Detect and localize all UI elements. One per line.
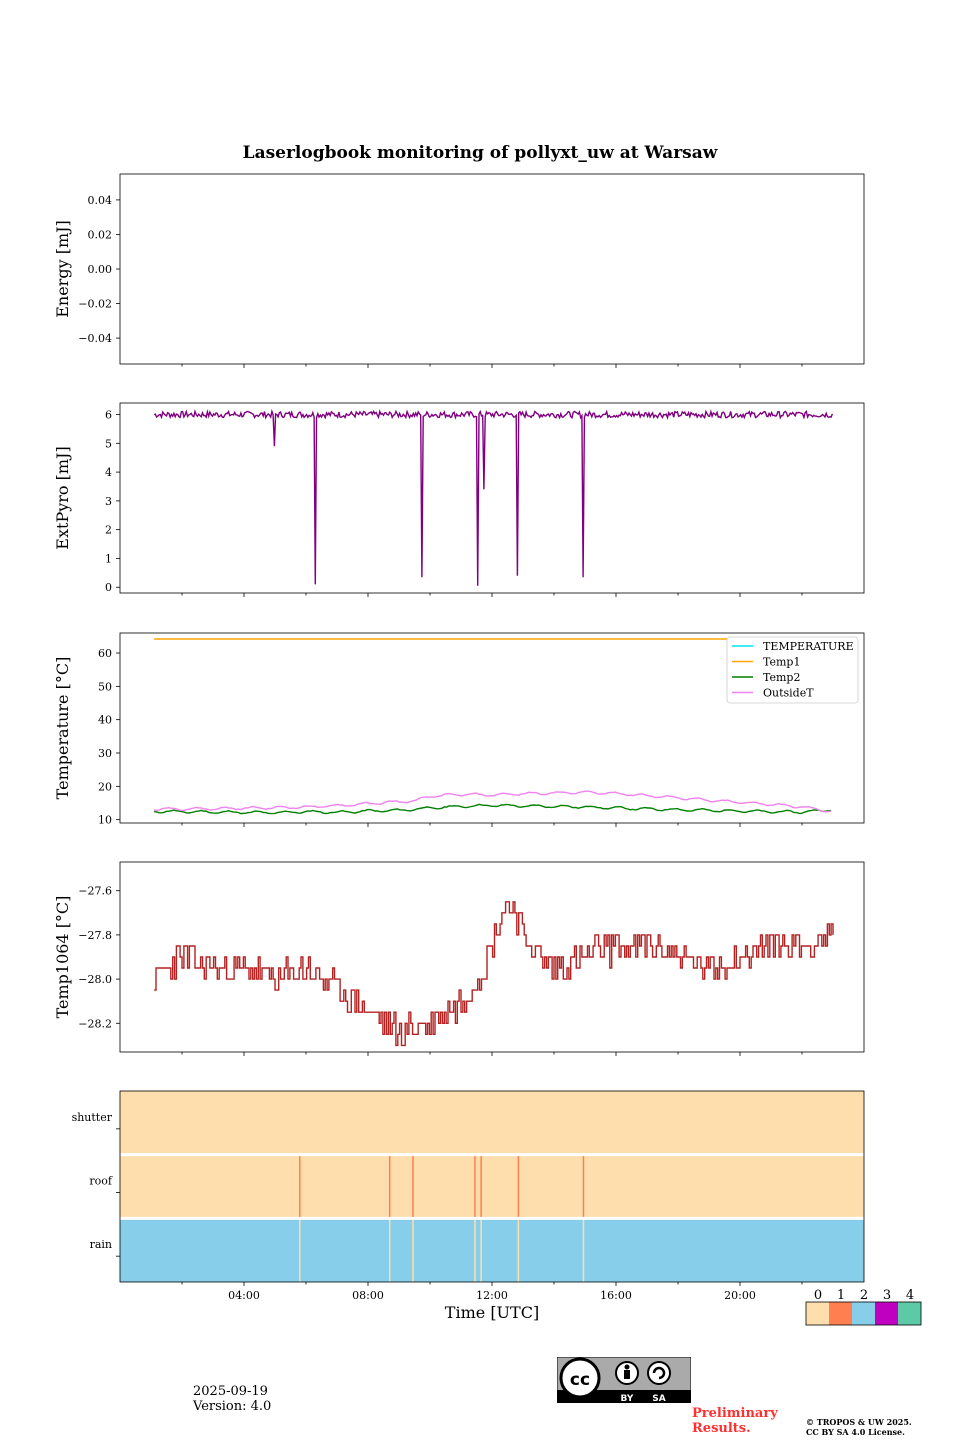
legend-label: Temp2 — [763, 671, 800, 684]
y-tick-label: 6 — [105, 409, 112, 422]
temperature-legend: TEMPERATURE Temp1 Temp2 OutsideT — [726, 636, 859, 704]
cc-sa-label: SA — [652, 1394, 665, 1403]
colorbar-label: 1 — [837, 1288, 845, 1303]
series-temp2-line — [153, 803, 832, 815]
footer-date-block: 2025-09-19 Version: 4.0 — [193, 1384, 271, 1414]
legend-label: TEMPERATURE — [763, 640, 854, 653]
status-row-roof — [120, 1154, 864, 1219]
preliminary-line-2: Results. — [692, 1421, 751, 1436]
colorbar-cell-2 — [852, 1302, 875, 1325]
y-axis-label: ExtPyro [mJ] — [53, 446, 72, 549]
y-tick-label: 20 — [98, 780, 112, 793]
legend-label: Temp1 — [763, 656, 800, 669]
y-axis-label: Energy [mJ] — [53, 220, 72, 318]
panel-status: shutter roof rain 04:00 08:00 12:00 16:00 20:00… — [72, 1090, 865, 1322]
plot-frame — [119, 861, 865, 1053]
y-tick-label: 30 — [98, 747, 112, 760]
cc-license-badge: cc BY SA — [557, 1357, 691, 1403]
y-tick-label: 0.02 — [88, 228, 113, 241]
preliminary-note: Preliminary Results. — [692, 1406, 778, 1436]
extpyro-line — [153, 408, 834, 586]
panel-extpyro: 0 1 2 3 4 5 6 ExtPyro [mJ] — [53, 402, 865, 597]
legend-box — [726, 636, 859, 704]
y-tick-label: 4 — [105, 466, 112, 479]
x-tick-label: 12:00 — [476, 1289, 508, 1302]
colorbar-cell-3 — [875, 1302, 898, 1325]
copyright-line-2: CC BY SA 4.0 License. — [806, 1427, 905, 1437]
plot-frame — [119, 1090, 865, 1283]
y-tick-label: 50 — [98, 680, 112, 693]
x-tick-label: 16:00 — [600, 1289, 632, 1302]
colorbar-label: 3 — [883, 1288, 891, 1303]
y-tick-label: −27.8 — [78, 929, 112, 942]
status-row-shutter — [120, 1091, 864, 1155]
colorbar-label: 4 — [906, 1288, 914, 1303]
colorbar-cell-1 — [829, 1302, 852, 1325]
plot-frame — [119, 402, 865, 594]
y-tick-label: −0.02 — [78, 298, 112, 311]
plot-frame — [119, 173, 865, 365]
footer-date: 2025-09-19 — [193, 1384, 268, 1399]
cc-by-label: BY — [621, 1394, 634, 1403]
cc-logo-glyph: cc — [570, 1370, 590, 1390]
y-axis-label: Temperature [°C] — [53, 657, 72, 800]
colorbar-frame — [805, 1301, 922, 1326]
y-tick-label: 0.04 — [88, 194, 113, 207]
x-axis-label: Time [UTC] — [445, 1303, 539, 1322]
y-tick-label: 0.00 — [88, 263, 113, 276]
y-tick-label: −28.0 — [78, 973, 112, 986]
status-row-label: roof — [89, 1175, 113, 1188]
footer-version: Version: 4.0 — [193, 1399, 272, 1414]
preliminary-line-1: Preliminary — [692, 1406, 778, 1421]
y-tick-label: 10 — [98, 814, 112, 827]
colorbar-label: 0 — [814, 1288, 822, 1303]
y-tick-label: 1 — [105, 552, 112, 565]
y-tick-label: 40 — [98, 714, 112, 727]
y-tick-label: −0.04 — [78, 332, 112, 345]
chart-title: Laserlogbook monitoring of pollyxt_uw at… — [243, 143, 718, 163]
y-tick-label: 2 — [105, 524, 112, 537]
panel-energy: −0.04 −0.02 0.00 0.02 0.04 Energy [mJ] — [53, 173, 865, 368]
copyright-line-1: © TROPOS & UW 2025. — [806, 1417, 912, 1427]
colorbar-label: 2 — [860, 1288, 868, 1303]
colorbar-cell-0 — [806, 1302, 829, 1325]
x-tick-label: 20:00 — [724, 1289, 756, 1302]
status-row-label: shutter — [72, 1111, 113, 1124]
y-tick-label: 60 — [98, 647, 112, 660]
x-tick-label: 08:00 — [352, 1289, 384, 1302]
plot-frame — [119, 632, 865, 824]
y-axis-label: Temp1064 [°C] — [53, 896, 72, 1019]
legend-label: OutsideT — [763, 687, 814, 700]
x-tick-label: 04:00 — [228, 1289, 260, 1302]
y-tick-label: 5 — [105, 437, 112, 450]
y-tick-label: −28.2 — [78, 1017, 112, 1030]
temp1064-line — [154, 901, 834, 1047]
series-outsidet-line — [154, 790, 832, 813]
status-row-rain — [120, 1218, 864, 1282]
panel-temp1064: −28.2 −28.0 −27.8 −27.6 Temp1064 [°C] — [53, 861, 865, 1056]
y-tick-label: −27.6 — [78, 885, 112, 898]
y-tick-label: 3 — [105, 495, 112, 508]
copyright-note: © TROPOS & UW 2025. CC BY SA 4.0 License… — [806, 1417, 912, 1437]
y-tick-label: 0 — [105, 581, 112, 594]
status-row-label: rain — [90, 1238, 112, 1251]
colorbar-cell-4 — [898, 1302, 921, 1325]
